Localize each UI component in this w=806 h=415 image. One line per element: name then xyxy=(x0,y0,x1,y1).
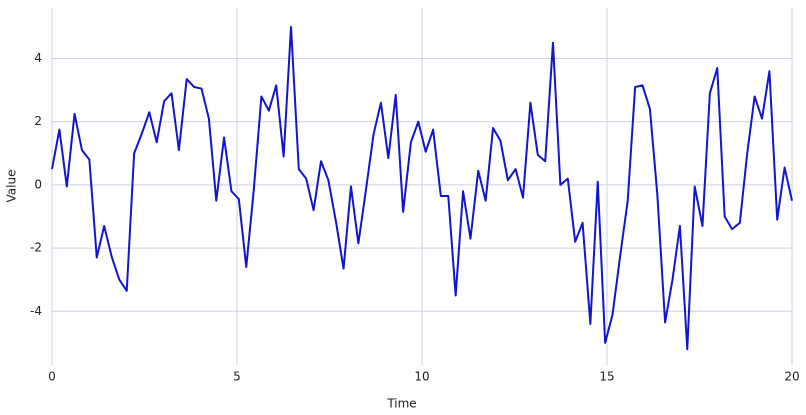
y-axis-label: Value xyxy=(5,170,19,203)
y-tick-label: 0 xyxy=(34,177,42,191)
data-line xyxy=(51,25,793,351)
x-axis-label: Time xyxy=(386,397,416,411)
y-tick-label: -4 xyxy=(30,304,42,318)
x-tick-label: 10 xyxy=(414,370,429,384)
x-tick-label: 5 xyxy=(233,370,241,384)
y-tick-label: -2 xyxy=(30,241,42,255)
x-tick-label: 20 xyxy=(784,370,799,384)
x-tick-label: 0 xyxy=(48,370,56,384)
y-tick-label: 2 xyxy=(34,114,42,128)
y-tick-label: 4 xyxy=(34,51,42,65)
x-tick-label: 15 xyxy=(599,370,614,384)
